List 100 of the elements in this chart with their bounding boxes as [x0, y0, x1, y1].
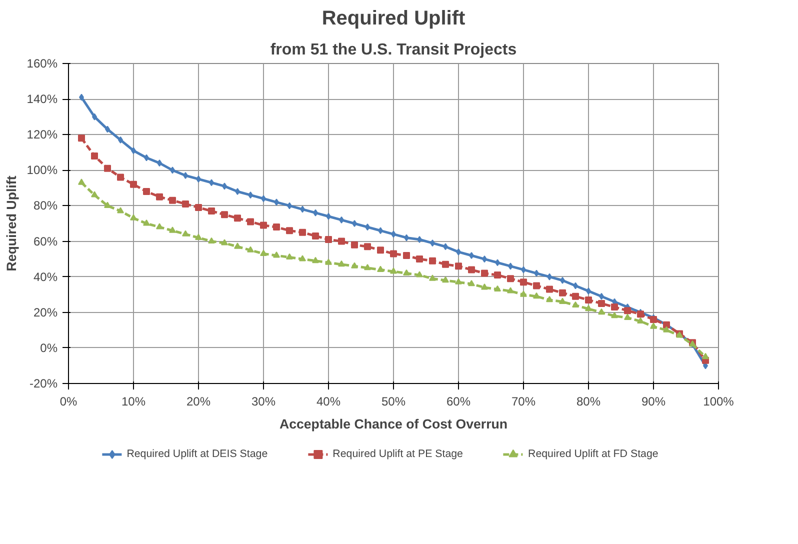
point — [572, 292, 579, 300]
legend-label: Required Uplift at FD Stage — [528, 448, 658, 460]
point — [585, 304, 592, 312]
point — [286, 227, 293, 234]
point — [91, 191, 98, 198]
point — [273, 252, 280, 258]
x-tick-label: 70% — [511, 394, 536, 408]
x-tick-label: 40% — [316, 394, 341, 408]
point — [624, 314, 631, 320]
point — [390, 250, 397, 258]
point — [312, 256, 319, 264]
point — [260, 250, 267, 256]
point — [352, 220, 357, 227]
point — [481, 284, 488, 290]
point — [78, 178, 85, 185]
point — [455, 262, 462, 270]
point — [364, 243, 371, 250]
point — [78, 134, 85, 142]
point — [286, 253, 293, 260]
point — [273, 224, 280, 231]
point — [417, 236, 422, 243]
y-tick-label: 160% — [26, 56, 58, 70]
x-tick-label: 20% — [186, 394, 211, 408]
point — [221, 239, 228, 246]
point — [130, 180, 137, 188]
point — [182, 200, 189, 208]
point — [325, 236, 332, 243]
point — [455, 278, 462, 284]
point — [156, 193, 163, 200]
point — [546, 296, 553, 302]
point — [169, 196, 176, 204]
point — [91, 152, 98, 160]
point — [364, 264, 371, 270]
point — [208, 237, 215, 244]
point — [520, 290, 527, 297]
point — [143, 188, 150, 195]
point — [338, 238, 345, 245]
y-tick-label: 20% — [33, 305, 58, 320]
point — [130, 214, 137, 220]
point — [559, 298, 566, 304]
point — [468, 266, 475, 274]
x-tick-label: 80% — [576, 394, 601, 408]
x-tick-label: 90% — [641, 394, 666, 408]
point — [156, 223, 163, 230]
x-tick-label: 50% — [381, 394, 406, 408]
y-axis-title: Required Uplift — [4, 175, 19, 272]
point — [312, 232, 319, 240]
point — [598, 300, 605, 307]
y-tick-label: 120% — [26, 128, 58, 142]
y-tick-label: 140% — [26, 92, 58, 106]
point — [208, 208, 215, 215]
point — [468, 280, 475, 286]
point — [143, 220, 150, 226]
point — [429, 257, 436, 264]
point — [325, 258, 332, 265]
point — [442, 260, 449, 268]
point — [221, 211, 228, 218]
point — [299, 228, 306, 236]
point — [351, 241, 358, 248]
y-tick-label: -20% — [29, 376, 58, 390]
point — [169, 226, 176, 233]
point — [520, 278, 527, 286]
point — [585, 296, 592, 304]
point — [299, 255, 306, 262]
point — [247, 218, 254, 226]
point — [416, 271, 423, 278]
point — [195, 234, 202, 240]
point — [351, 262, 358, 268]
point — [572, 301, 579, 308]
y-tick-label: 60% — [33, 234, 58, 248]
x-tick-label: 0% — [60, 394, 78, 408]
point — [611, 312, 618, 318]
point — [611, 304, 618, 311]
point — [507, 287, 514, 294]
point — [650, 322, 657, 329]
point — [403, 269, 410, 276]
point — [234, 242, 241, 249]
x-tick-label: 30% — [251, 394, 276, 408]
point — [377, 266, 384, 272]
point — [195, 204, 202, 211]
chart-title: Required Uplift — [322, 8, 466, 30]
point — [637, 317, 644, 324]
point — [546, 286, 553, 293]
point — [183, 172, 188, 179]
point — [235, 188, 240, 195]
point — [559, 289, 566, 296]
point — [598, 308, 605, 315]
y-tick-label: 0% — [40, 340, 58, 355]
point — [104, 164, 111, 172]
chart-subtitle: from 51 the U.S. Transit Projects — [270, 42, 517, 58]
point — [104, 202, 111, 208]
point — [390, 268, 397, 274]
point — [182, 230, 189, 236]
point — [507, 275, 514, 282]
point — [533, 282, 540, 290]
point — [494, 285, 501, 292]
x-tick-label: 100% — [703, 394, 734, 408]
y-tick-label: 80% — [33, 198, 58, 213]
point — [338, 260, 345, 267]
point — [442, 276, 449, 283]
